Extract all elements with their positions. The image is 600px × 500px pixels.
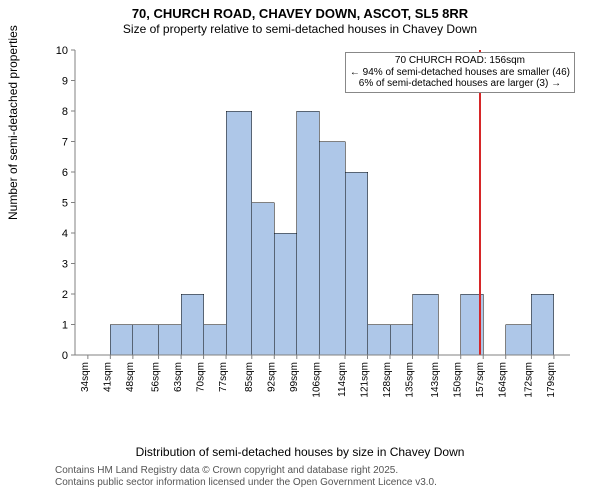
x-tick-label: 135sqm	[405, 362, 416, 398]
x-tick-label: 41sqm	[102, 362, 113, 392]
y-tick-label: 8	[62, 106, 68, 118]
histogram-bar	[345, 172, 368, 355]
histogram-bar	[274, 233, 297, 355]
x-tick-label: 92sqm	[266, 362, 277, 392]
histogram-bar	[297, 111, 320, 355]
x-tick-label: 128sqm	[382, 362, 393, 398]
x-tick-label: 164sqm	[498, 362, 509, 398]
y-tick-label: 7	[62, 137, 68, 149]
x-tick-label: 99sqm	[289, 362, 300, 392]
chart-title-main: 70, CHURCH ROAD, CHAVEY DOWN, ASCOT, SL5…	[0, 6, 600, 21]
y-tick-label: 3	[62, 259, 68, 271]
histogram-bar	[368, 325, 391, 356]
x-tick-label: 34sqm	[80, 362, 91, 392]
histogram-bar	[159, 325, 182, 356]
y-tick-label: 9	[62, 76, 68, 88]
chart-footnote: Contains HM Land Registry data © Crown c…	[55, 465, 437, 489]
x-tick-label: 157sqm	[475, 362, 486, 398]
y-tick-label: 0	[62, 350, 68, 362]
chart-container: 70, CHURCH ROAD, CHAVEY DOWN, ASCOT, SL5…	[0, 0, 600, 500]
x-tick-label: 172sqm	[523, 362, 534, 398]
annotation-line1: 70 CHURCH ROAD: 156sqm	[350, 55, 570, 67]
footnote-line1: Contains HM Land Registry data © Crown c…	[55, 465, 437, 477]
x-tick-label: 121sqm	[360, 362, 371, 398]
y-tick-label: 6	[62, 167, 68, 179]
y-tick-label: 10	[56, 45, 68, 57]
y-tick-label: 4	[62, 228, 68, 240]
y-tick-label: 1	[62, 320, 68, 332]
histogram-bar	[133, 325, 159, 356]
annotation-box: 70 CHURCH ROAD: 156sqm ← 94% of semi-det…	[345, 52, 575, 93]
annotation-line3: 6% of semi-detached houses are larger (3…	[350, 78, 570, 90]
x-tick-label: 114sqm	[337, 362, 348, 397]
x-tick-label: 143sqm	[430, 362, 441, 398]
x-tick-label: 85sqm	[244, 362, 255, 392]
histogram-bar	[413, 294, 439, 355]
x-axis-label: Distribution of semi-detached houses by …	[0, 445, 600, 459]
histogram-bar	[319, 142, 345, 356]
x-tick-label: 150sqm	[453, 362, 464, 398]
y-tick-label: 5	[62, 198, 68, 210]
histogram-bar	[506, 325, 532, 356]
histogram-bar	[226, 111, 252, 355]
histogram-bar	[390, 325, 413, 356]
chart-title-sub: Size of property relative to semi-detach…	[0, 22, 600, 36]
x-tick-label: 106sqm	[311, 362, 322, 398]
x-tick-label: 179sqm	[546, 362, 557, 398]
x-tick-label: 56sqm	[151, 362, 162, 392]
footnote-line2: Contains public sector information licen…	[55, 477, 437, 489]
histogram-bar	[531, 294, 554, 355]
histogram-bar	[252, 203, 274, 356]
y-axis-label: Number of semi-detached properties	[6, 25, 20, 220]
x-tick-label: 77sqm	[218, 362, 229, 392]
x-tick-label: 70sqm	[196, 362, 207, 392]
histogram-bar	[204, 325, 227, 356]
x-tick-label: 63sqm	[173, 362, 184, 392]
y-tick-label: 2	[62, 289, 68, 301]
x-tick-label: 48sqm	[125, 362, 136, 392]
histogram-bar	[181, 294, 204, 355]
histogram-plot: 0 1 2 3 4 5 6 7 8 9 10 34sqm 41sqm 48sqm 56sqm 63sqm 70…	[55, 45, 575, 400]
annotation-line2: ← 94% of semi-detached houses are smalle…	[350, 67, 570, 79]
histogram-bar	[110, 325, 133, 356]
